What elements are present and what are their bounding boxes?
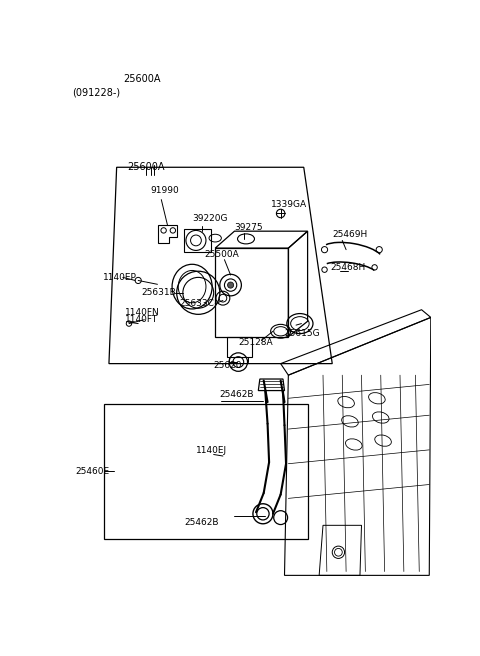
Text: 25600A: 25600A [123,73,160,84]
Text: 25600A: 25600A [127,162,165,173]
Text: (091228-): (091228-) [72,88,120,98]
Circle shape [228,282,234,288]
Text: 39220G: 39220G [192,215,228,223]
Text: 1140EJ: 1140EJ [196,446,227,455]
Text: 25128A: 25128A [238,338,273,346]
Text: 25620: 25620 [214,361,242,370]
Text: 25631B: 25631B [141,288,176,297]
Text: 25500A: 25500A [204,250,239,258]
Text: 1140FN: 1140FN [125,308,160,317]
Text: 25460E: 25460E [76,467,110,476]
Text: 91990: 91990 [151,186,179,195]
Text: 25468H: 25468H [331,263,366,272]
Text: 1140FT: 1140FT [125,316,158,324]
Text: 25462B: 25462B [220,390,254,399]
Text: 25462B: 25462B [184,518,219,527]
Text: 1140EP: 1140EP [103,273,137,282]
Text: 25469H: 25469H [332,230,368,239]
Text: 25633C: 25633C [179,299,214,308]
Text: 25615G: 25615G [285,329,320,338]
Text: 39275: 39275 [234,223,263,232]
Text: 1339GA: 1339GA [271,199,308,209]
